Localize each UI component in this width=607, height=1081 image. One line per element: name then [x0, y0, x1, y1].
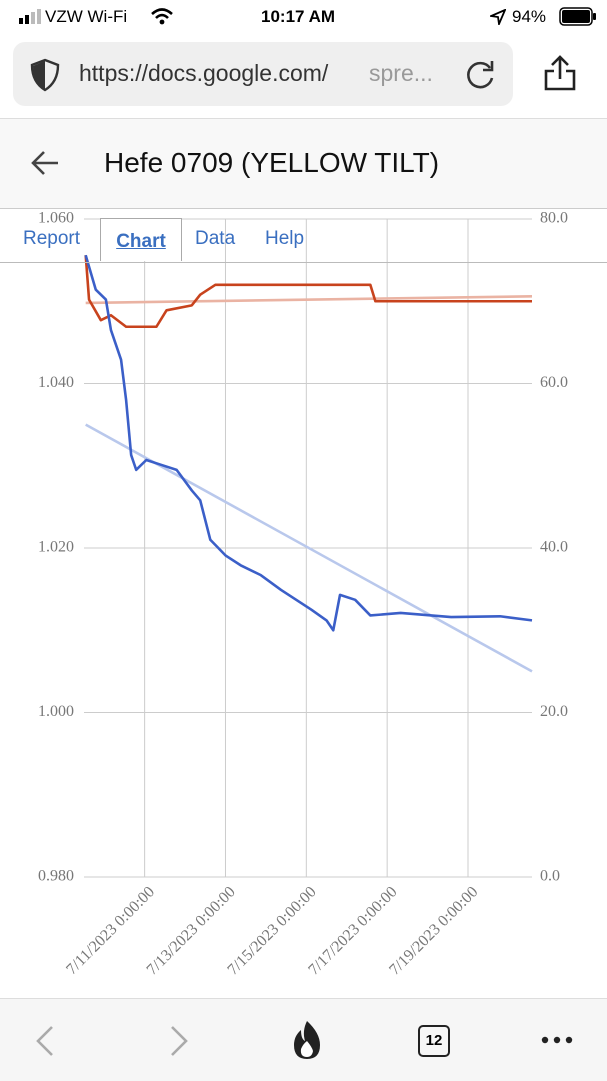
battery-icon [559, 7, 596, 26]
menu-button[interactable] [541, 1035, 575, 1045]
series-line [85, 295, 533, 305]
series-line [84, 255, 532, 329]
battery-level: 94% [512, 7, 547, 26]
tab-bar: Report Chart Data Help [0, 218, 607, 263]
tab[interactable]: Help [265, 228, 305, 249]
x-tick-label: 7/15/2023 0:00:00 [224, 883, 319, 978]
back-nav[interactable] [34, 1025, 56, 1057]
tab-count[interactable]: 12 [418, 1025, 450, 1057]
y2-tick-label: 60.0 [540, 374, 568, 391]
y-tick-label: 0.980 [38, 868, 74, 885]
y2-tick-label: 40.0 [540, 539, 568, 556]
sheet-header: Hefe 0709 (YELLOW TILT) [0, 118, 607, 209]
tab-active[interactable]: Chart [100, 218, 182, 261]
x-tick-label: 7/19/2023 0:00:00 [386, 883, 481, 978]
share-button[interactable] [541, 55, 579, 93]
forward-nav[interactable] [168, 1025, 190, 1057]
y-tick-label: 1.040 [38, 374, 74, 391]
carrier: VZW Wi-Fi [45, 7, 128, 26]
chart: 0.980 1.000 1.020 1.040 1.060 0.0 20.0 40.0 60.0… [38, 210, 568, 979]
tab[interactable]: Report [23, 228, 81, 249]
shield-icon [30, 58, 60, 92]
y-tick-label: 1.060 [38, 210, 74, 227]
reload-button[interactable] [463, 58, 497, 92]
x-tick-label: 7/11/2023 0:00:00 [63, 883, 158, 978]
status-bar: VZW Wi-Fi 10:17 AM 94% [0, 0, 607, 34]
url-rest: spre... [369, 60, 433, 86]
fire-button[interactable] [290, 1019, 324, 1061]
sheet-title: Hefe 0709 (YELLOW TILT) [104, 147, 440, 178]
wifi-icon [151, 8, 173, 25]
y-tick-label: 1.020 [38, 539, 74, 556]
y-tick-label: 1.000 [38, 703, 74, 720]
series-line [84, 254, 533, 632]
location-icon [490, 9, 506, 25]
x-tick-label: 7/13/2023 0:00:00 [144, 883, 239, 978]
tab[interactable]: Data [195, 228, 236, 249]
y2-tick-label: 20.0 [540, 703, 568, 720]
signal-icon [19, 9, 41, 24]
clock: 10:17 AM [261, 7, 336, 26]
y2-tick-label: 80.0 [540, 210, 568, 227]
url-host: https://docs.google.com/ [79, 60, 329, 86]
bottom-toolbar: 12 [0, 998, 607, 1081]
address-bar[interactable]: https://docs.google.com/spre... [13, 42, 513, 106]
y2-tick-label: 0.0 [540, 868, 560, 885]
x-tick-label: 7/17/2023 0:00:00 [305, 883, 400, 978]
back-button[interactable] [30, 149, 60, 177]
